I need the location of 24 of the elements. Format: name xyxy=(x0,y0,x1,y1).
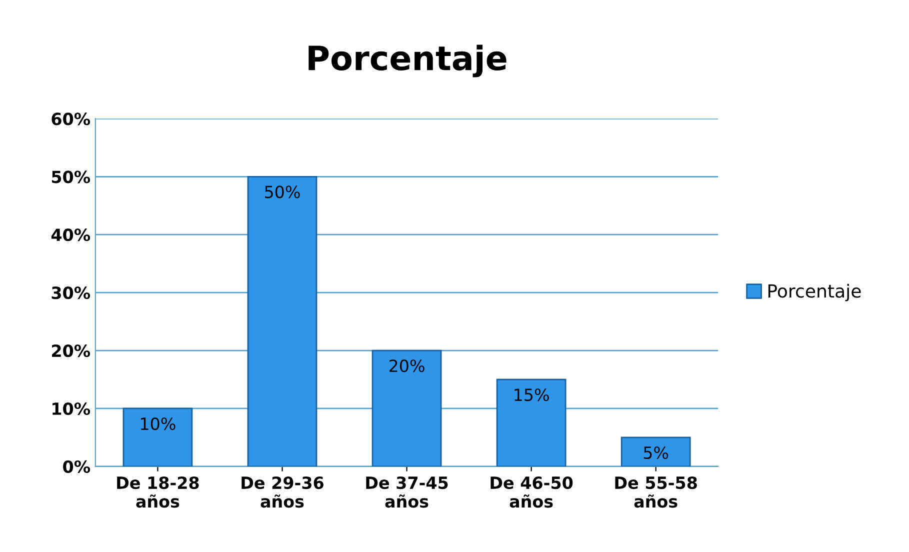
x-tick-label: De 55-58 años xyxy=(615,476,697,508)
data-label: 15% xyxy=(514,388,549,402)
y-tick-label: 50% xyxy=(52,170,90,184)
y-tick-label: 0% xyxy=(63,460,90,474)
x-tick-label: De 29-36 años xyxy=(242,476,324,508)
data-label: 20% xyxy=(389,360,424,372)
bar xyxy=(372,350,442,466)
y-tick-label: 20% xyxy=(52,344,90,358)
y-tick-label: 30% xyxy=(52,286,90,300)
chart-title: Porcentaje xyxy=(308,44,506,78)
x-tick-label: De 37-45 años xyxy=(366,476,448,508)
bar xyxy=(496,378,566,466)
legend-label: Porcentaje xyxy=(768,284,861,302)
bar xyxy=(247,176,318,466)
y-tick-label: 40% xyxy=(51,228,90,242)
data-label: 50% xyxy=(265,186,300,198)
x-tick-label: De 46-50 años xyxy=(490,476,573,508)
bar xyxy=(122,408,193,466)
y-tick-label: 60% xyxy=(52,112,90,126)
x-tick-label: De 18-28 años xyxy=(117,476,199,508)
data-label: 5% xyxy=(644,446,668,460)
data-label: 10% xyxy=(141,417,176,430)
y-tick-label: 10% xyxy=(52,402,90,416)
bar xyxy=(620,436,691,466)
